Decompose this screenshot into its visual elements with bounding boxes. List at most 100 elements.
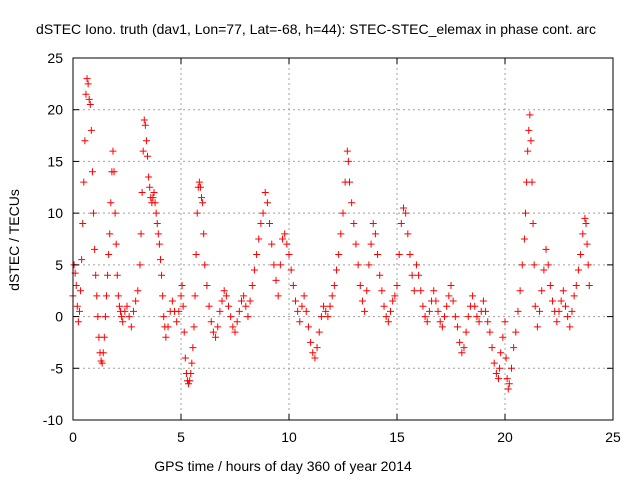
y-tick-label: 15 xyxy=(47,153,63,169)
data-point xyxy=(270,261,278,269)
data-point xyxy=(146,183,154,191)
data-point xyxy=(583,240,591,248)
data-point xyxy=(111,209,119,217)
data-point xyxy=(140,116,148,124)
data-point xyxy=(149,194,157,202)
data-point xyxy=(289,282,297,290)
data-point xyxy=(159,292,167,300)
data-point xyxy=(302,307,310,315)
data-point xyxy=(458,349,466,357)
data-point xyxy=(150,188,158,196)
data-point xyxy=(432,297,440,305)
data-point xyxy=(237,297,245,305)
data-point xyxy=(190,323,198,331)
data-point xyxy=(371,230,379,238)
data-point xyxy=(274,292,282,300)
x-tick-label: 0 xyxy=(69,429,77,445)
data-point xyxy=(189,344,197,352)
data-point xyxy=(209,328,217,336)
data-point xyxy=(225,302,233,310)
data-point xyxy=(233,318,241,326)
chart-title: dSTEC Iono. truth (dav1, Lon=77, Lat=-68… xyxy=(36,21,596,37)
data-point xyxy=(434,307,442,315)
data-point xyxy=(564,313,572,321)
data-point xyxy=(186,377,194,385)
data-point xyxy=(253,251,261,259)
data-point xyxy=(343,147,351,155)
data-point xyxy=(337,230,345,238)
data-point xyxy=(110,168,118,176)
data-point xyxy=(566,323,574,331)
data-point xyxy=(203,282,211,290)
data-point xyxy=(449,297,457,305)
data-point xyxy=(369,219,377,227)
data-point xyxy=(151,199,159,207)
data-point xyxy=(568,307,576,315)
data-point xyxy=(93,292,101,300)
data-point xyxy=(542,245,550,253)
data-point xyxy=(283,240,291,248)
data-point xyxy=(544,261,552,269)
x-tick-label: 15 xyxy=(389,429,405,445)
y-tick-label: 0 xyxy=(55,309,63,325)
data-point xyxy=(339,209,347,217)
data-point xyxy=(533,323,541,331)
data-point xyxy=(469,292,477,300)
data-point xyxy=(570,292,578,300)
data-point xyxy=(136,261,144,269)
data-point xyxy=(499,333,507,341)
data-point xyxy=(242,302,250,310)
data-point xyxy=(421,313,429,321)
data-point xyxy=(160,313,168,321)
data-point xyxy=(447,282,455,290)
data-point xyxy=(393,282,401,290)
data-point xyxy=(145,173,153,181)
data-point xyxy=(525,126,533,134)
data-point xyxy=(156,256,164,264)
y-tick-label: 10 xyxy=(47,205,63,221)
data-point xyxy=(577,251,585,259)
data-point xyxy=(259,209,267,217)
x-tick-label: 25 xyxy=(605,429,621,445)
data-point xyxy=(91,245,99,253)
data-point xyxy=(391,292,399,300)
data-point xyxy=(540,266,548,274)
data-point xyxy=(507,364,515,372)
data-point xyxy=(581,214,589,222)
data-point xyxy=(520,235,528,243)
data-point xyxy=(497,349,505,357)
data-point xyxy=(419,302,427,310)
data-point xyxy=(358,297,366,305)
data-point xyxy=(406,251,414,259)
data-point xyxy=(397,219,405,227)
data-point xyxy=(504,385,512,393)
data-point xyxy=(177,292,185,300)
data-point xyxy=(185,380,193,388)
data-point xyxy=(304,323,312,331)
data-point xyxy=(142,137,150,145)
data-point xyxy=(162,333,170,341)
data-point xyxy=(79,219,87,227)
data-point xyxy=(113,271,121,279)
data-point xyxy=(90,209,98,217)
x-tick-label: 10 xyxy=(281,429,297,445)
data-point xyxy=(464,313,472,321)
data-point xyxy=(180,328,188,336)
data-point xyxy=(328,292,336,300)
data-point xyxy=(486,328,494,336)
data-point xyxy=(201,261,209,269)
data-point xyxy=(324,313,332,321)
data-point xyxy=(214,323,222,331)
data-point xyxy=(572,282,580,290)
data-point xyxy=(326,302,334,310)
data-point xyxy=(101,313,109,321)
data-point xyxy=(445,292,453,300)
data-point xyxy=(376,271,384,279)
data-point xyxy=(516,287,524,295)
data-point xyxy=(475,318,483,326)
data-point xyxy=(320,302,328,310)
data-point xyxy=(430,287,438,295)
data-point xyxy=(473,313,481,321)
data-point xyxy=(263,199,271,207)
data-point xyxy=(112,240,120,248)
